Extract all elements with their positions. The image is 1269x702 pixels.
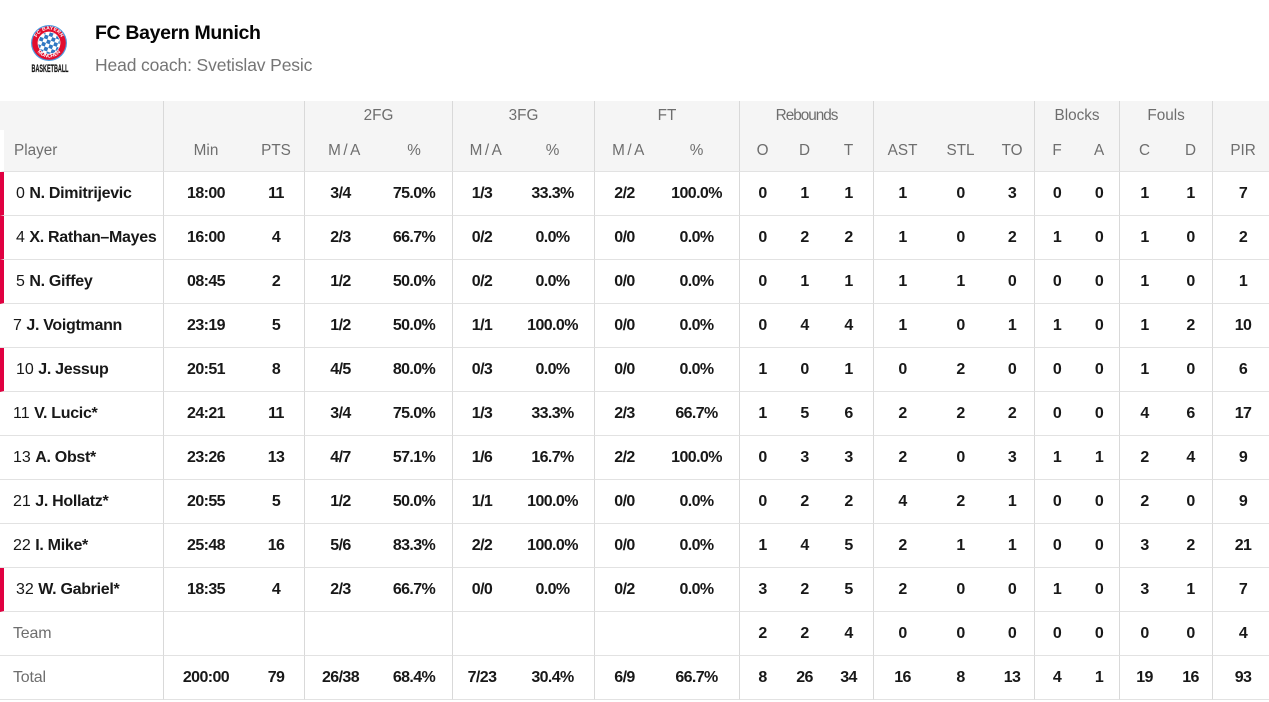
svg-text:MÜNCHEN: MÜNCHEN (36, 49, 62, 60)
svg-text:BASKETBALL: BASKETBALL (32, 63, 69, 74)
